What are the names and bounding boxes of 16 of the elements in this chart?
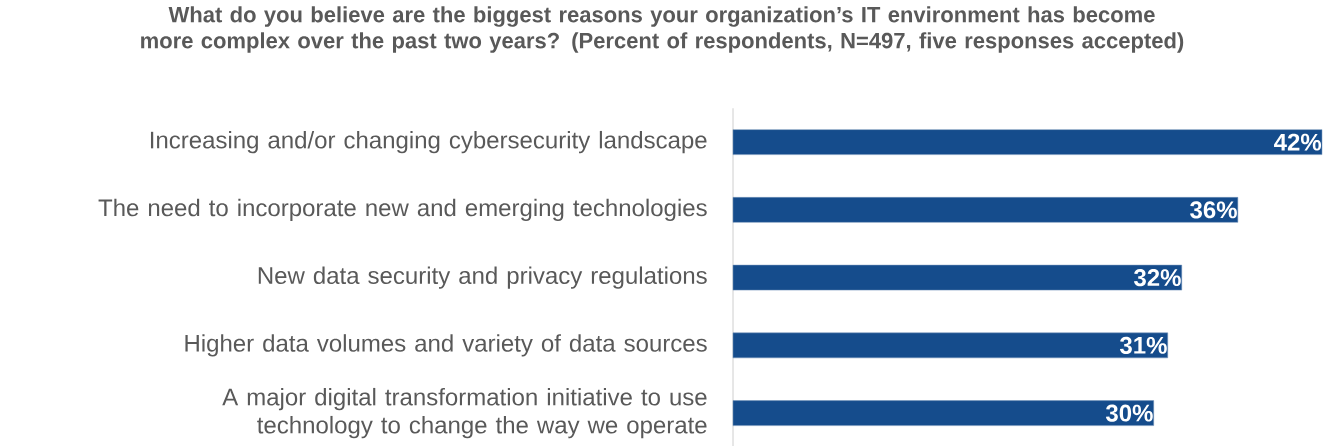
y-tick-label: A major digital transformation initiative to use technology to change the way we operate bbox=[222, 387, 707, 439]
bar bbox=[732, 332, 1168, 359]
y-tick-label: New data security and privacy regulations bbox=[258, 266, 707, 289]
bar bbox=[732, 400, 1154, 426]
bar bbox=[732, 129, 1323, 155]
data-label: 31% bbox=[1119, 336, 1167, 354]
data-label: 30% bbox=[1105, 404, 1153, 422]
chart-title: What do you believe are the biggest reasons your organization’s IT environment has become more complex over the past two years? (Percent of respondents, N=497, five responses accepted) bbox=[141, 6, 1184, 53]
data-label: 42% bbox=[1274, 133, 1322, 151]
data-label: 36% bbox=[1190, 201, 1237, 219]
y-tick-label: Higher data volumes and variety of data sources bbox=[185, 334, 707, 357]
bar bbox=[732, 264, 1183, 291]
bar bbox=[732, 197, 1239, 223]
y-tick-label: The need to incorporate new and emerging technologies bbox=[98, 198, 707, 222]
data-label: 32% bbox=[1133, 269, 1181, 287]
y-tick-label: Increasing and/or changing cybersecurity landscape bbox=[150, 130, 707, 154]
